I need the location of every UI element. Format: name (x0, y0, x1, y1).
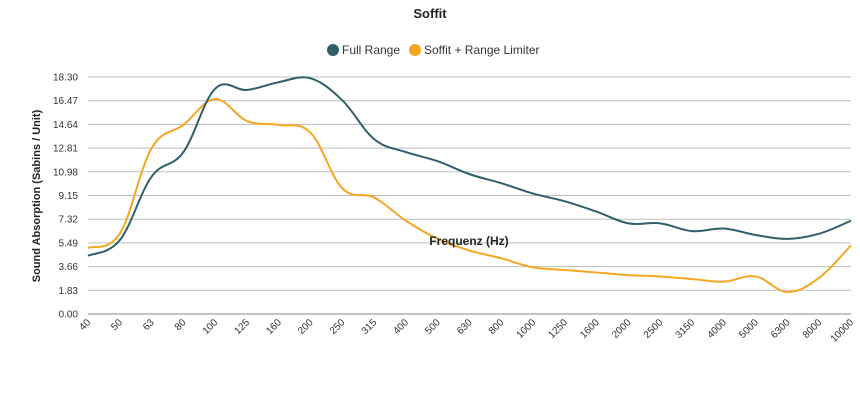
x-tick-label: 125 (233, 317, 253, 337)
x-tick-label: 8000 (801, 317, 825, 341)
x-tick-label: 4000 (705, 317, 729, 341)
x-tick-label: 80 (173, 317, 189, 333)
y-axis-label: Sound Absorption (Sabins / Unit) (31, 109, 43, 282)
x-tick-label: 1250 (546, 317, 570, 341)
x-axis-ticks: 40 50 63 80 100 125 160 200 250 315 400 500 630 800 10… (77, 317, 856, 345)
x-tick-label: 1600 (578, 317, 602, 341)
gridlines (88, 76, 851, 315)
x-tick-label: 500 (423, 317, 443, 337)
y-tick-label: 12.81 (53, 144, 78, 155)
y-tick-label: 1.83 (59, 286, 79, 297)
series-lines (87, 76, 852, 293)
y-tick-label: 5.49 (59, 238, 79, 249)
legend-marker-full-range[interactable] (327, 44, 339, 56)
y-tick-label: 0.00 (59, 310, 79, 321)
x-tick-label: 2500 (642, 317, 666, 341)
x-tick-label: 6300 (769, 317, 793, 341)
x-tick-label: 100 (201, 317, 221, 337)
x-tick-label: 63 (141, 317, 157, 333)
x-tick-label: 630 (455, 317, 475, 337)
x-tick-label: 40 (77, 317, 93, 333)
y-tick-label: 9.15 (59, 191, 79, 202)
x-tick-label: 3150 (674, 317, 698, 341)
x-tick-label: 5000 (737, 317, 761, 341)
y-tick-label: 3.66 (59, 262, 79, 273)
y-tick-label: 16.47 (53, 96, 78, 107)
y-tick-label: 14.64 (53, 120, 78, 131)
x-tick-label: 315 (360, 317, 380, 337)
x-tick-label: 160 (264, 317, 284, 337)
legend-marker-soffit-range-limiter[interactable] (409, 44, 421, 56)
x-tick-label: 800 (487, 317, 507, 337)
x-tick-label: 250 (328, 317, 348, 337)
y-tick-label: 7.32 (59, 215, 79, 226)
series-line-full-range[interactable] (87, 76, 852, 257)
legend-label-full-range[interactable]: Full Range (342, 43, 400, 57)
chart-legend: Full Range Soffit + Range Limiter (327, 43, 540, 57)
legend-label-soffit-range-limiter[interactable]: Soffit + Range Limiter (424, 43, 540, 57)
x-tick-label: 2000 (610, 317, 634, 341)
x-tick-label: 400 (391, 317, 411, 337)
x-axis-label: Frequenz (Hz) (429, 234, 508, 248)
series-line-soffit-range-limiter[interactable] (87, 98, 852, 293)
x-tick-label: 10000 (829, 317, 857, 345)
y-tick-label: 18.30 (53, 73, 78, 84)
y-axis-ticks: 0.00 1.83 3.66 5.49 7.32 9.15 10.98 12.81 14.64 1… (53, 73, 78, 321)
x-tick-label: 50 (109, 317, 125, 333)
chart-title: Soffit (413, 6, 447, 21)
y-tick-label: 10.98 (53, 167, 78, 178)
x-tick-label: 200 (296, 317, 316, 337)
x-tick-label: 1000 (515, 317, 539, 341)
